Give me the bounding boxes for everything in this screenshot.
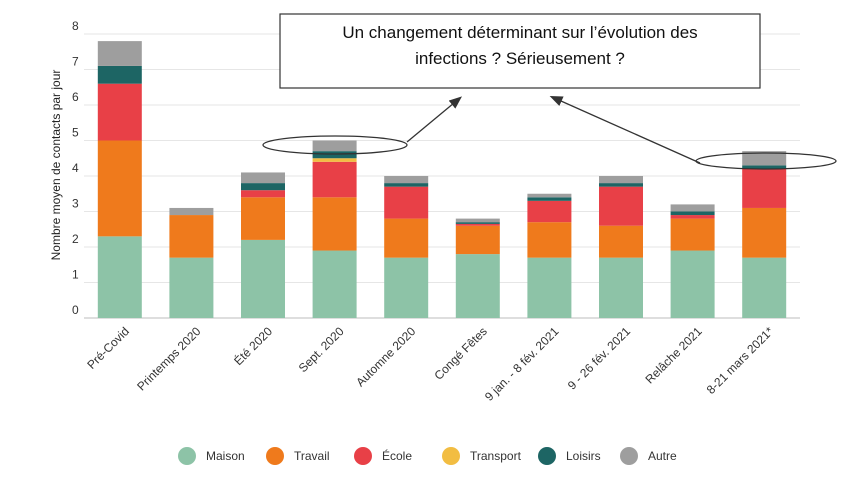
legend-label: Maison (206, 449, 245, 463)
bar-segment (312, 140, 357, 152)
bar-segment (742, 165, 787, 169)
bar-segment (384, 218, 429, 258)
bar-segment (169, 257, 214, 318)
bar-segment (97, 236, 142, 318)
bar-segment (97, 83, 142, 141)
x-tick-label: Printemps 2020 (134, 324, 204, 394)
y-tick-label: 4 (72, 161, 79, 175)
legend-swatch (442, 447, 460, 465)
bar-segment (241, 183, 285, 191)
bar-segment (455, 218, 500, 223)
y-tick-label: 3 (72, 197, 79, 211)
legend-label: Transport (470, 449, 522, 463)
x-tick-label: Relâche 2021 (642, 324, 704, 386)
bar-segment (169, 207, 214, 216)
bar-segment (742, 257, 787, 318)
bar-segment (742, 207, 787, 258)
bar-segment (384, 176, 429, 184)
bar-segment (97, 140, 142, 237)
bar-segment (241, 197, 285, 240)
bar-segment (599, 183, 643, 187)
bar-segment (241, 239, 285, 318)
bar-segment (455, 222, 500, 224)
bar-segment (312, 158, 357, 162)
bars (97, 41, 787, 318)
bar-segment (312, 197, 357, 251)
bar-segment (527, 222, 572, 258)
bar-segment (670, 215, 715, 219)
x-tick-label: Sept. 2020 (296, 324, 347, 375)
bar-segment (455, 225, 500, 255)
bar-segment (599, 186, 643, 226)
bar-segment (241, 172, 285, 184)
legend: Maison Travail École Transport Loisirs Autre (178, 447, 677, 465)
callout: Un changement déterminant sur l’évolutio… (279, 13, 761, 89)
bar-segment (97, 41, 142, 66)
bar-segment (312, 151, 357, 159)
bar-segment (527, 197, 572, 201)
bar-segment (670, 250, 715, 318)
legend-label: Autre (648, 449, 677, 463)
x-tick-label: Été 2020 (231, 323, 276, 368)
legend-swatch (620, 447, 638, 465)
bar-segment (455, 254, 500, 318)
arrow-to-callout-right (549, 95, 701, 164)
x-axis-labels: Pré-Covid Printemps 2020 Été 2020 Sept. 202… (84, 323, 776, 403)
legend-swatch (266, 447, 284, 465)
x-tick-label: 9 - 26 fév. 2021 (565, 324, 633, 392)
bar-segment (527, 193, 572, 198)
legend-swatch (178, 447, 196, 465)
legend-label: École (382, 448, 412, 463)
callout-line-2: infections ? Sérieusement ? (415, 49, 625, 68)
bar-segment (742, 168, 787, 208)
bar-segment (455, 223, 500, 226)
callout-line-1: Un changement déterminant sur l’évolutio… (342, 23, 697, 42)
y-tick-label: 6 (72, 90, 79, 104)
x-tick-label: 9 jan. - 8 fév. 2021 (482, 324, 562, 404)
highlight-ellipse-sept-2020 (262, 135, 408, 155)
x-tick-label: Congé Fêtes (431, 324, 489, 382)
y-tick-label: 2 (72, 232, 79, 246)
legend-swatch (538, 447, 556, 465)
y-tick-label: 5 (72, 126, 79, 140)
bar-segment (384, 257, 429, 318)
bar-segment (670, 218, 715, 251)
bar-segment (384, 186, 429, 219)
x-tick-label: 8-21 mars 2021* (704, 324, 777, 397)
y-axis-label: Nombre moyen de contacts par jour (49, 70, 63, 261)
y-tick-label: 8 (72, 19, 79, 33)
bar-segment (384, 183, 429, 187)
bar-segment (169, 215, 214, 258)
arrow-to-callout-left (406, 96, 463, 143)
bar-segment (312, 161, 357, 198)
y-axis-ticks: 0 1 2 3 4 5 6 7 8 (72, 19, 79, 317)
y-tick-label: 0 (72, 303, 79, 317)
legend-swatch (354, 447, 372, 465)
bar-segment (599, 176, 643, 184)
bar-segment (599, 225, 643, 258)
bar-segment (527, 200, 572, 223)
callout-box (279, 13, 761, 89)
x-tick-label: Automne 2020 (353, 324, 418, 389)
bar-segment (599, 257, 643, 318)
annotation-marks (262, 95, 837, 170)
x-tick-label: Pré-Covid (84, 324, 132, 372)
legend-label: Loisirs (566, 449, 601, 463)
bar-segment (670, 204, 715, 212)
y-tick-label: 1 (72, 268, 79, 282)
y-tick-label: 7 (72, 55, 79, 69)
bar-segment (241, 190, 285, 198)
legend-label: Travail (294, 449, 330, 463)
bar-segment (97, 65, 142, 84)
bar-segment (742, 151, 787, 166)
bar-segment (312, 250, 357, 318)
bar-segment (527, 257, 572, 318)
bar-segment (670, 211, 715, 216)
